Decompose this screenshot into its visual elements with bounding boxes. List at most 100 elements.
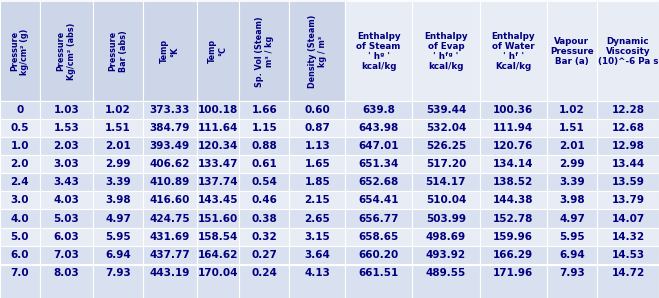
Bar [289, 264, 345, 282]
Text: 3.03: 3.03 [53, 159, 79, 170]
Bar [239, 101, 289, 119]
Bar [196, 101, 239, 119]
Bar [0, 265, 40, 298]
Bar [239, 264, 289, 282]
Text: 5.03: 5.03 [53, 213, 79, 224]
Bar [143, 264, 196, 282]
Bar [0, 228, 40, 246]
Text: 1.03: 1.03 [53, 105, 79, 115]
Bar [289, 209, 345, 228]
Text: Enthalpy
of Evap
' hᶠᵍ '
kcal/kg: Enthalpy of Evap ' hᶠᵍ ' kcal/kg [424, 32, 468, 71]
Bar [239, 156, 289, 173]
Text: 7.93: 7.93 [105, 268, 131, 278]
Bar [143, 209, 196, 228]
Bar [143, 101, 196, 119]
Text: Temp
°K: Temp °K [160, 39, 179, 63]
Text: 424.75: 424.75 [150, 213, 190, 224]
Text: 0.46: 0.46 [252, 195, 277, 206]
Bar [345, 156, 413, 173]
Text: 526.25: 526.25 [426, 141, 466, 151]
Bar [480, 246, 547, 264]
Text: 4.97: 4.97 [559, 213, 585, 224]
Text: 643.98: 643.98 [358, 123, 399, 134]
Text: 14.53: 14.53 [612, 249, 645, 260]
Text: 0.24: 0.24 [252, 268, 277, 278]
Text: 489.55: 489.55 [426, 268, 466, 278]
Text: 1.51: 1.51 [105, 123, 131, 134]
Text: 14.32: 14.32 [612, 232, 645, 242]
Bar [143, 173, 196, 192]
Bar [93, 192, 143, 209]
Bar [289, 156, 345, 173]
Text: 171.96: 171.96 [493, 268, 533, 278]
Text: 373.33: 373.33 [150, 105, 190, 115]
Text: 7.03: 7.03 [53, 249, 79, 260]
Text: 661.51: 661.51 [358, 268, 399, 278]
Text: 0.54: 0.54 [252, 177, 277, 187]
Bar [413, 101, 480, 119]
Bar [597, 101, 659, 119]
Bar [196, 264, 239, 282]
Bar [40, 137, 93, 156]
Bar [480, 264, 547, 282]
Text: 2.99: 2.99 [559, 159, 585, 170]
Text: 2.15: 2.15 [304, 195, 330, 206]
Bar [480, 265, 547, 298]
Text: 1.85: 1.85 [304, 177, 330, 187]
Bar [413, 119, 480, 137]
Text: 0.61: 0.61 [252, 159, 277, 170]
Bar [40, 209, 93, 228]
Text: 3.64: 3.64 [304, 249, 330, 260]
Text: Pressure
Bar (abs): Pressure Bar (abs) [109, 30, 128, 72]
Text: 5.95: 5.95 [559, 232, 585, 242]
Bar [413, 173, 480, 192]
Text: Enthalpy
of Water
' hᶠ '
Kcal/kg: Enthalpy of Water ' hᶠ ' Kcal/kg [492, 32, 535, 71]
Bar [289, 119, 345, 137]
Bar [40, 119, 93, 137]
Text: 0.88: 0.88 [252, 141, 277, 151]
Text: 0: 0 [16, 105, 23, 115]
Text: 6.94: 6.94 [559, 249, 585, 260]
Text: 437.77: 437.77 [150, 249, 190, 260]
Bar [93, 209, 143, 228]
Text: 393.49: 393.49 [150, 141, 190, 151]
Bar [480, 137, 547, 156]
Bar [289, 1, 345, 101]
Bar [239, 246, 289, 264]
Bar [239, 228, 289, 246]
Text: 159.96: 159.96 [493, 232, 533, 242]
Bar [0, 156, 40, 173]
Bar [597, 209, 659, 228]
Bar [40, 0, 93, 1]
Text: 143.45: 143.45 [198, 195, 238, 206]
Text: 2.01: 2.01 [105, 141, 131, 151]
Bar [345, 265, 413, 298]
Text: 0.38: 0.38 [252, 213, 277, 224]
Bar [196, 1, 239, 101]
Text: Density (Steam)
kg / m³: Density (Steam) kg / m³ [308, 15, 327, 88]
Bar [239, 173, 289, 192]
Bar [196, 209, 239, 228]
Text: 0.27: 0.27 [252, 249, 277, 260]
Text: 12.28: 12.28 [612, 105, 645, 115]
Bar [93, 137, 143, 156]
Text: 0.32: 0.32 [252, 232, 277, 242]
Bar [480, 1, 547, 101]
Text: 164.62: 164.62 [198, 249, 238, 260]
Text: 647.01: 647.01 [358, 141, 399, 151]
Text: 2.4: 2.4 [11, 177, 29, 187]
Text: 1.13: 1.13 [304, 141, 330, 151]
Text: Enthalpy
of Steam
' hᵍ '
kcal/kg: Enthalpy of Steam ' hᵍ ' kcal/kg [357, 32, 401, 71]
Bar [196, 137, 239, 156]
Text: 111.64: 111.64 [198, 123, 238, 134]
Text: 498.69: 498.69 [426, 232, 466, 242]
Text: 13.79: 13.79 [612, 195, 645, 206]
Text: 12.68: 12.68 [612, 123, 645, 134]
Bar [547, 101, 597, 119]
Text: 2.03: 2.03 [53, 141, 79, 151]
Text: 658.65: 658.65 [358, 232, 399, 242]
Bar [40, 264, 93, 282]
Bar [40, 101, 93, 119]
Bar [345, 101, 413, 119]
Bar [345, 209, 413, 228]
